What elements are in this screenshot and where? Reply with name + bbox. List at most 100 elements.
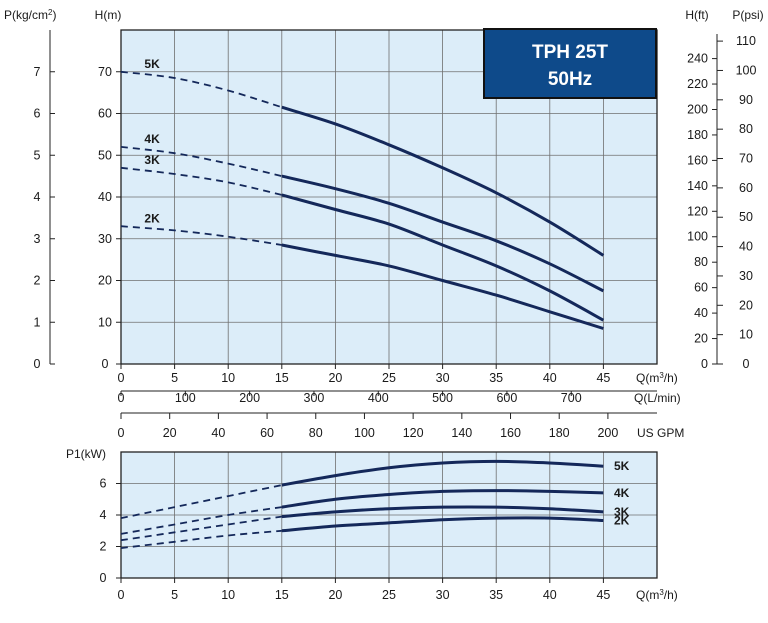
power-x-tick-label: 10	[221, 588, 235, 602]
ft-tick-label: 100	[687, 230, 708, 244]
gpm-tick-label: 120	[403, 426, 424, 440]
y-tick-label: 70	[98, 65, 112, 79]
y-tick-label: 40	[98, 190, 112, 204]
gpm-tick-label: 80	[309, 426, 323, 440]
curve-4K	[281, 174, 605, 293]
x-tick-label: 30	[436, 371, 450, 385]
power-x-tick-label: 20	[328, 588, 342, 602]
lpm-axis-label: Q(L/min)	[634, 391, 681, 405]
kg-tick-label: 7	[34, 65, 41, 79]
curve-2K-dashed	[120, 529, 282, 549]
ft-tick-label: 80	[694, 255, 708, 269]
power-y-tick-label: 4	[100, 508, 107, 522]
kg-tick-label: 2	[34, 274, 41, 288]
gpm-tick-label: 100	[354, 426, 375, 440]
lpm-tick-label: 100	[175, 391, 196, 405]
title-badge	[483, 28, 657, 99]
ft-tick-label: 20	[694, 332, 708, 346]
gpm-tick-label: 180	[549, 426, 570, 440]
psi-tick-label: 80	[739, 122, 753, 136]
curve-2K-dashed	[120, 225, 282, 246]
power-x-tick-label: 0	[118, 588, 125, 602]
gpm-tick-label: 160	[500, 426, 521, 440]
lpm-tick-label: 400	[368, 391, 389, 405]
power-curve-label-2K: 2K	[614, 514, 630, 528]
psi-tick-label: 90	[739, 93, 753, 107]
gpm-tick-label: 0	[118, 426, 125, 440]
power-x-tick-label: 30	[436, 588, 450, 602]
gpm-tick-label: 140	[451, 426, 472, 440]
curve-label-4K: 4K	[144, 132, 160, 146]
kg-tick-label: 5	[34, 148, 41, 162]
psi-tick-label: 50	[739, 210, 753, 224]
lpm-tick-label: 300	[304, 391, 325, 405]
power-x-tick-label: 35	[489, 588, 503, 602]
gpm-tick-label: 200	[597, 426, 618, 440]
power-x-tick-label: 15	[275, 588, 289, 602]
power-curve-label-3K: 3K	[614, 505, 630, 519]
power-curve-label-4K: 4K	[614, 486, 630, 500]
kg-tick-label: 4	[34, 190, 41, 204]
gpm-axis-label: US GPM	[637, 426, 684, 440]
ft-tick-label: 60	[694, 281, 708, 295]
lpm-tick-label: 200	[239, 391, 260, 405]
power-y-tick-label: 6	[100, 477, 107, 491]
power-x-tick-label: 45	[596, 588, 610, 602]
y-axis-label: H(m)	[95, 8, 122, 22]
psi-tick-label: 10	[739, 328, 753, 342]
kg-tick-label: 1	[34, 315, 41, 329]
ft-tick-label: 200	[687, 102, 708, 116]
power-x-tick-label: 40	[543, 588, 557, 602]
curve-3K-dashed	[120, 515, 282, 542]
ft-tick-label: 220	[687, 77, 708, 91]
y-tick-label: 10	[98, 315, 112, 329]
gpm-tick-label: 20	[163, 426, 177, 440]
power-x-tick-label: 5	[171, 588, 178, 602]
y-tick-label: 30	[98, 232, 112, 246]
ft-tick-label: 40	[694, 306, 708, 320]
curve-label-3K: 3K	[144, 153, 160, 167]
psi-tick-label: 30	[739, 269, 753, 283]
power-y-tick-label: 0	[100, 571, 107, 585]
y-tick-label: 60	[98, 107, 112, 121]
curve-4K	[281, 489, 604, 509]
x-tick-label: 20	[328, 371, 342, 385]
x-tick-label: 45	[596, 371, 610, 385]
kg-axis-label: P(kg/cm2)	[4, 8, 56, 23]
psi-tick-label: 20	[739, 298, 753, 312]
x-tick-label: 15	[275, 371, 289, 385]
psi-axis-label: P(psi)	[732, 8, 763, 22]
y-tick-label: 20	[98, 274, 112, 288]
y-tick-label: 50	[98, 148, 112, 162]
x-tick-label: 40	[543, 371, 557, 385]
y-tick-label: 0	[102, 357, 109, 371]
x-tick-label: 25	[382, 371, 396, 385]
chart-subtitle: 50Hz	[548, 69, 592, 90]
power-y-axis-label: P1(kW)	[66, 447, 106, 461]
curve-3K	[281, 193, 605, 322]
ft-tick-label: 140	[687, 179, 708, 193]
ft-tick-label: 160	[687, 153, 708, 167]
power-x-axis-label: Q(m3/h)	[636, 588, 678, 603]
ft-tick-label: 0	[701, 357, 708, 371]
curve-3K	[281, 505, 604, 519]
psi-tick-label: 70	[739, 152, 753, 166]
x-tick-label: 10	[221, 371, 235, 385]
psi-tick-label: 60	[739, 181, 753, 195]
ft-tick-label: 180	[687, 128, 708, 142]
lpm-tick-label: 500	[432, 391, 453, 405]
x-tick-label: 0	[118, 371, 125, 385]
gpm-tick-label: 40	[211, 426, 225, 440]
curve-5K	[281, 459, 604, 487]
lpm-tick-label: 0	[118, 391, 125, 405]
power-curve-label-5K: 5K	[614, 459, 630, 473]
curve-2K	[281, 516, 604, 533]
lpm-tick-label: 700	[561, 391, 582, 405]
ft-tick-label: 240	[687, 52, 708, 66]
ft-axis-label: H(ft)	[685, 8, 708, 22]
psi-tick-label: 0	[743, 357, 750, 371]
kg-tick-label: 3	[34, 232, 41, 246]
psi-tick-label: 110	[736, 34, 756, 48]
lpm-tick-label: 600	[496, 391, 517, 405]
